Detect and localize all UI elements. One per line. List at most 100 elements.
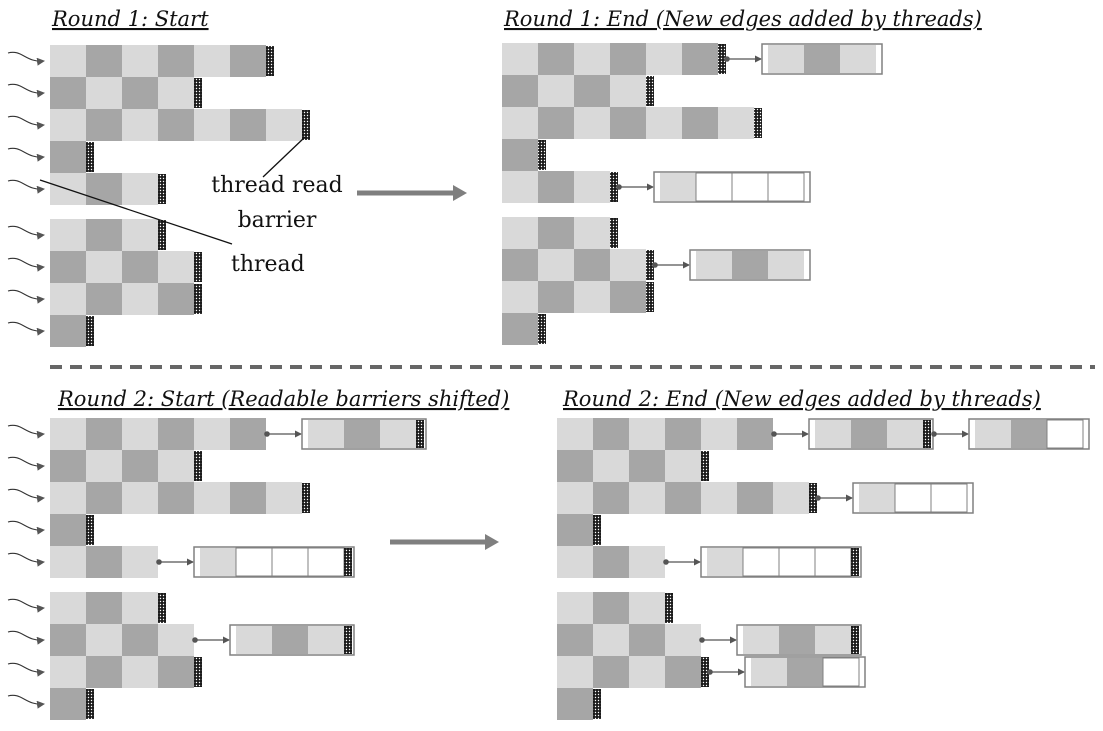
vertex-row (7, 109, 310, 141)
edge-cell (86, 45, 122, 77)
edge-cell (194, 418, 230, 450)
edge-cell (86, 283, 122, 315)
vertex-row (557, 624, 862, 656)
edge-cell (557, 418, 593, 450)
edge-cell (737, 418, 773, 450)
edge-cell (557, 656, 593, 688)
edge-cell (122, 592, 158, 624)
vertex-row (502, 313, 546, 345)
edge-cell (194, 45, 230, 77)
edge-cell (538, 249, 574, 281)
panel-title-round1-end: Round 1: End (New edges added by threads… (503, 7, 982, 31)
link-dot (724, 56, 730, 62)
panel-r2-start (7, 418, 427, 720)
vertex-row (7, 283, 202, 315)
vertex-row (502, 249, 811, 281)
new-edge-cell (814, 547, 852, 577)
vertex-row (7, 173, 166, 205)
thread-arrow (7, 662, 45, 677)
read-barrier (158, 593, 166, 623)
new-edge-cell (660, 173, 696, 201)
edge-cell (86, 109, 122, 141)
new-edge-cell (380, 420, 416, 448)
vertex-row (7, 315, 94, 347)
read-barrier (194, 78, 202, 108)
read-barrier (646, 250, 654, 280)
read-barrier (86, 689, 94, 719)
edge-cell (50, 546, 86, 578)
link-dot (699, 637, 705, 643)
thread-arrow (7, 424, 45, 439)
new-edge-cell (344, 420, 380, 448)
new-edge-cell (859, 484, 895, 512)
vertex-row (7, 624, 355, 656)
edge-cell (50, 109, 86, 141)
edge-cell (86, 624, 122, 656)
edge-cell (230, 45, 266, 77)
edge-cell (158, 482, 194, 514)
read-barrier (646, 282, 654, 312)
edge-cell (194, 482, 230, 514)
edge-cell (610, 249, 646, 281)
thread-arrow (7, 179, 45, 194)
read-barrier (86, 142, 94, 172)
edge-cell (665, 624, 701, 656)
thread-arrow (7, 488, 45, 503)
edge-cell (502, 107, 538, 139)
new-edge-cell (815, 420, 851, 448)
edge-cell (50, 482, 86, 514)
new-edge-cell (742, 547, 780, 577)
read-barrier (344, 548, 352, 576)
thread-arrow (7, 51, 45, 66)
edge-cell (158, 624, 194, 656)
read-barrier (194, 252, 202, 282)
edge-cell (122, 283, 158, 315)
read-barrier (86, 316, 94, 346)
link-dot (264, 431, 270, 437)
read-barrier (851, 548, 859, 576)
edge-cell (158, 450, 194, 482)
edge-cell (629, 592, 665, 624)
panel-r2-end (557, 418, 1090, 720)
edge-cell (50, 219, 86, 251)
edge-cell (629, 546, 665, 578)
vertex-row (557, 418, 1090, 450)
edge-cell (122, 450, 158, 482)
read-barrier (194, 657, 202, 687)
new-edge-block (653, 171, 811, 203)
thread-arrow (7, 456, 45, 471)
edge-cell (629, 624, 665, 656)
edge-cell (230, 418, 266, 450)
read-barrier (538, 314, 546, 344)
edge-cell (682, 43, 718, 75)
link-dot (771, 431, 777, 437)
new-edge-cell (308, 626, 344, 654)
new-edge-cell (1011, 420, 1047, 448)
edge-cell (557, 624, 593, 656)
link-dot (663, 559, 669, 565)
edge-cell (158, 109, 194, 141)
new-edge-block (744, 656, 866, 688)
panel-title-round1-start: Round 1: Start (51, 7, 209, 31)
edge-cell (230, 109, 266, 141)
new-edge-cell (308, 420, 344, 448)
edge-cell (593, 450, 629, 482)
vertex-row (7, 251, 202, 283)
edge-cell (502, 139, 538, 171)
new-edge-cell (200, 548, 236, 576)
read-barrier (302, 110, 310, 140)
read-barrier (809, 483, 817, 513)
thread-arrow (7, 694, 45, 709)
barrier-label-line2: barrier (238, 208, 317, 233)
vertex-row (7, 656, 202, 688)
read-barrier (851, 626, 859, 654)
read-barrier (302, 483, 310, 513)
edge-cell (86, 592, 122, 624)
edge-cell (50, 283, 86, 315)
read-barrier (593, 515, 601, 545)
edge-cell (158, 45, 194, 77)
link-dot (652, 262, 658, 268)
edge-cell (50, 77, 86, 109)
edge-cell (86, 450, 122, 482)
new-edge-cell (822, 657, 860, 687)
